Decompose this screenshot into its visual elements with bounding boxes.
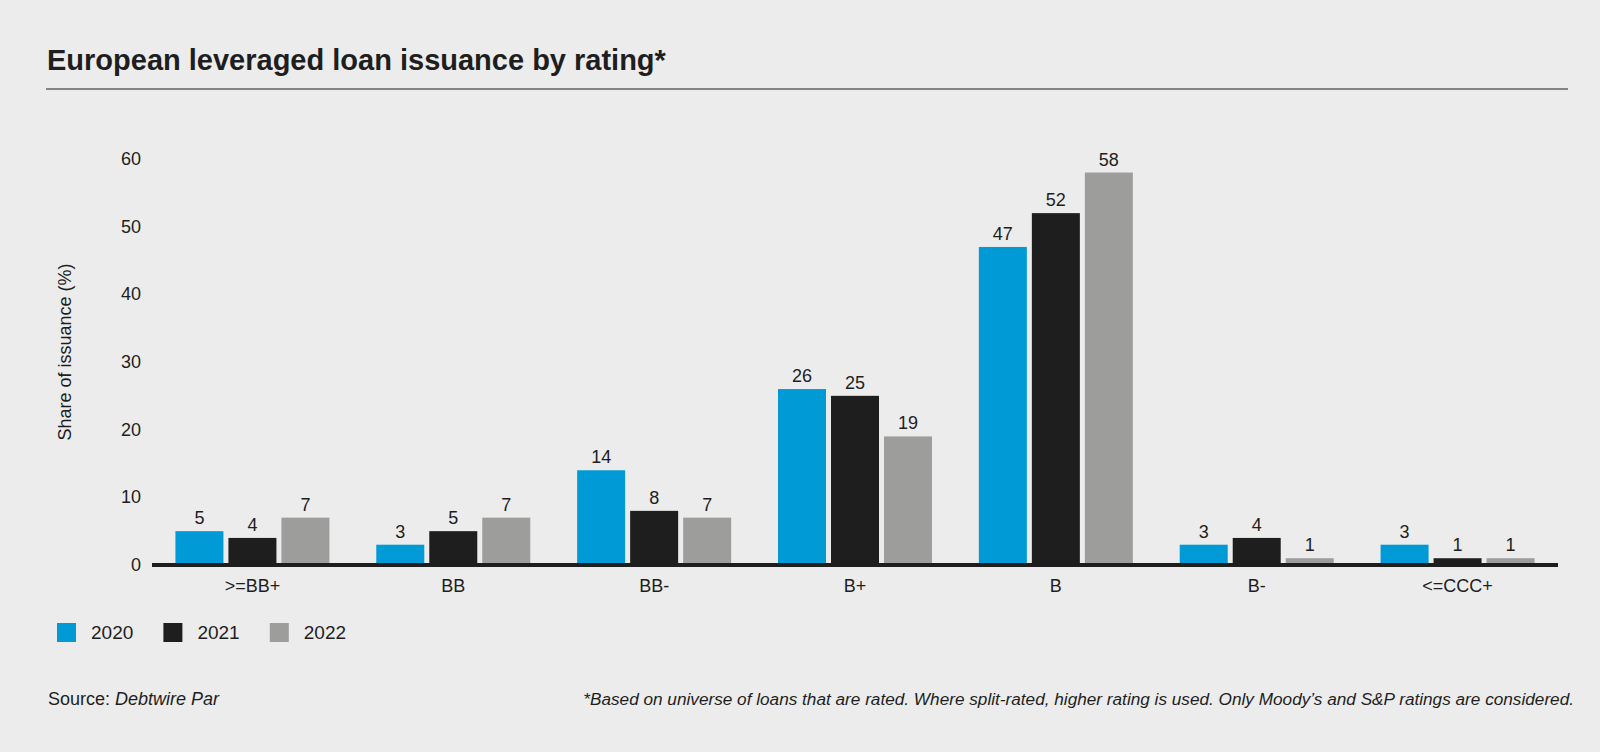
bar — [577, 470, 625, 565]
y-tick-label: 20 — [121, 420, 141, 440]
data-label: 4 — [1252, 515, 1262, 535]
legend-label: 2021 — [197, 622, 239, 643]
y-tick-label: 30 — [121, 352, 141, 372]
source-label: Source: — [48, 689, 110, 709]
bar — [1085, 173, 1133, 565]
legend-swatch — [270, 623, 289, 642]
y-tick-label: 0 — [131, 555, 141, 575]
bar — [228, 538, 276, 565]
bar — [884, 436, 932, 565]
data-label: 1 — [1506, 535, 1516, 555]
data-label: 3 — [395, 522, 405, 542]
data-label: 47 — [993, 224, 1013, 244]
bar — [1032, 213, 1080, 565]
data-label: 1 — [1305, 535, 1315, 555]
background — [0, 0, 1600, 752]
data-label: 3 — [1400, 522, 1410, 542]
bar — [281, 518, 329, 565]
data-label: 7 — [501, 495, 511, 515]
bar — [1180, 545, 1228, 565]
x-tick-label: B — [1050, 576, 1062, 596]
y-axis-label: Share of issuance (%) — [55, 263, 75, 440]
y-tick-label: 60 — [121, 149, 141, 169]
source: Source:Debtwire Par — [48, 689, 220, 709]
x-tick-label: BB- — [639, 576, 669, 596]
chart: European leveraged loan issuance by rati… — [0, 0, 1600, 752]
title: European leveraged loan issuance by rati… — [47, 44, 667, 76]
data-label: 5 — [194, 508, 204, 528]
bar — [376, 545, 424, 565]
title-rule — [46, 88, 1568, 89]
data-label: 7 — [300, 495, 310, 515]
data-label: 19 — [898, 413, 918, 433]
data-label: 3 — [1199, 522, 1209, 542]
data-label: 52 — [1046, 190, 1066, 210]
x-tick-label: B+ — [844, 576, 867, 596]
legend-swatch — [57, 623, 76, 642]
source-name: Debtwire Par — [115, 689, 220, 709]
legend-swatch — [163, 623, 182, 642]
x-tick-label: BB — [441, 576, 465, 596]
y-tick-label: 50 — [121, 217, 141, 237]
y-tick-label: 10 — [121, 487, 141, 507]
bar — [630, 511, 678, 565]
bar — [979, 247, 1027, 565]
data-label: 7 — [702, 495, 712, 515]
bar — [429, 531, 477, 565]
bar — [1233, 538, 1281, 565]
bar — [175, 531, 223, 565]
bars — [175, 173, 1534, 565]
bar — [1381, 545, 1429, 565]
data-label: 14 — [591, 447, 611, 467]
data-label: 8 — [649, 488, 659, 508]
data-label: 5 — [448, 508, 458, 528]
x-axis-line — [152, 563, 1558, 567]
bar — [683, 518, 731, 565]
bar — [778, 389, 826, 565]
data-label: 1 — [1453, 535, 1463, 555]
x-tick-label: <=CCC+ — [1422, 576, 1493, 596]
legend-label: 2020 — [91, 622, 133, 643]
legend-label: 2022 — [304, 622, 346, 643]
footnote: *Based on universe of loans that are rat… — [583, 689, 1574, 709]
data-label: 26 — [792, 366, 812, 386]
data-label: 58 — [1099, 150, 1119, 170]
data-label: 25 — [845, 373, 865, 393]
x-tick-label: B- — [1248, 576, 1266, 596]
bar — [482, 518, 530, 565]
data-label: 4 — [247, 515, 257, 535]
x-tick-label: >=BB+ — [225, 576, 281, 596]
y-tick-label: 40 — [121, 284, 141, 304]
bar — [831, 396, 879, 565]
